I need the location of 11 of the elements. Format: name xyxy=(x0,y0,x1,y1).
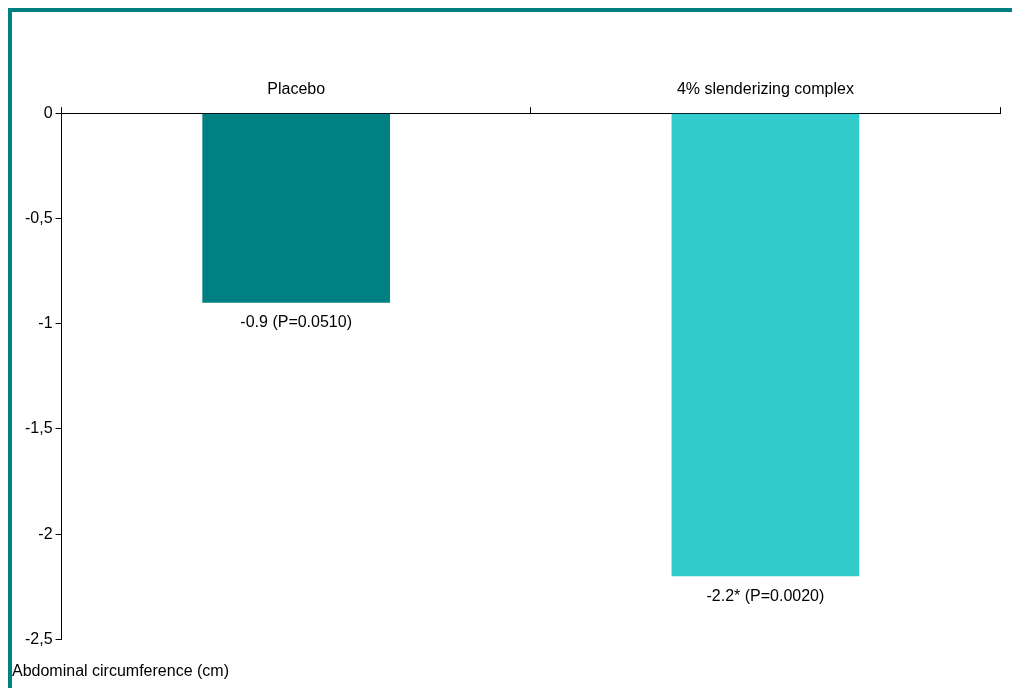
data-label: -0.9 (P=0.0510) xyxy=(240,313,352,331)
y-tick-label: -2,5 xyxy=(24,629,53,647)
x-tick-label: Placebo xyxy=(267,80,326,98)
y-tick-label: -1,5 xyxy=(24,419,53,437)
data-label: -2.2* (P=0.0020) xyxy=(706,586,825,604)
y-tick-label: -0,5 xyxy=(24,208,53,226)
y-tick-label: 0 xyxy=(43,103,53,121)
y-axis-title: Abdominal circumference (cm) xyxy=(12,662,229,680)
x-tick-label: 4% slenderizing complex xyxy=(676,80,854,98)
y-tick-label: -2 xyxy=(38,524,53,542)
y-tick-label: -1 xyxy=(38,314,53,332)
